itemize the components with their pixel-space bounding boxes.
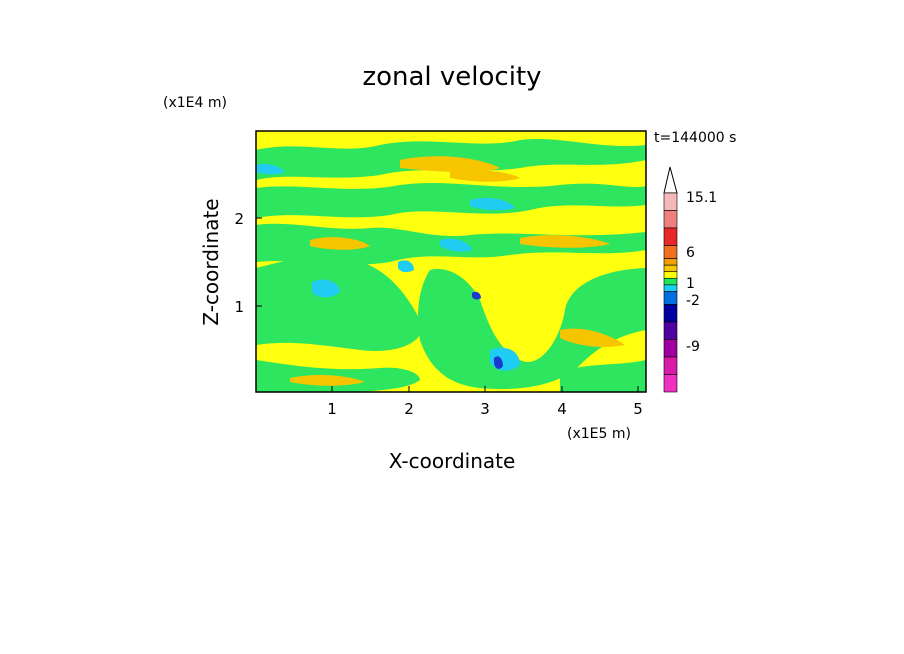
colorbar-segment xyxy=(663,264,678,273)
colorbar-segment xyxy=(663,227,678,246)
x-tick-label: 5 xyxy=(633,400,643,418)
y-axis: 2 1 xyxy=(234,210,262,316)
colorbar-label: -2 xyxy=(686,293,700,309)
colorbar-segment xyxy=(663,277,678,286)
colorbar-max-arrow xyxy=(663,166,678,194)
colorbar-segment xyxy=(663,258,678,266)
colorbar-label: 6 xyxy=(686,245,695,261)
x-tick-label: 1 xyxy=(327,400,337,418)
colorbar-segment xyxy=(663,304,678,323)
colorbar-segment xyxy=(663,271,678,279)
x-axis: 1 2 3 4 5 xyxy=(327,386,643,418)
y-multiplier: (x1E4 m) xyxy=(163,95,227,111)
colorbar-segment xyxy=(663,321,678,340)
colorbar-segment xyxy=(663,356,678,375)
x-axis-label: X-coordinate xyxy=(389,449,516,473)
colorbar-segment xyxy=(663,210,678,229)
time-label: t=144000 s xyxy=(654,130,736,146)
y-tick-label: 2 xyxy=(234,210,244,228)
colorbar-segment xyxy=(663,245,678,259)
colorbar-segment xyxy=(663,339,678,358)
colorbar-label: 15.1 xyxy=(686,190,717,206)
colorbar-label: 1 xyxy=(686,276,695,292)
x-tick-label: 3 xyxy=(480,400,490,418)
colorbar xyxy=(663,166,678,393)
contour-field xyxy=(256,131,646,392)
colorbar-segment xyxy=(663,192,678,211)
colorbar-segment xyxy=(663,291,678,305)
colorbar-label: -9 xyxy=(686,339,700,355)
x-multiplier: (x1E5 m) xyxy=(567,426,631,442)
colorbar-segment xyxy=(663,374,678,393)
y-axis-label: Z-coordinate xyxy=(199,198,223,325)
x-tick-label: 4 xyxy=(557,400,567,418)
plot-frame xyxy=(255,130,647,393)
y-tick-label: 1 xyxy=(234,298,244,316)
colorbar-segment xyxy=(663,284,678,292)
chart-title: zonal velocity xyxy=(362,62,541,92)
x-tick-label: 2 xyxy=(404,400,414,418)
